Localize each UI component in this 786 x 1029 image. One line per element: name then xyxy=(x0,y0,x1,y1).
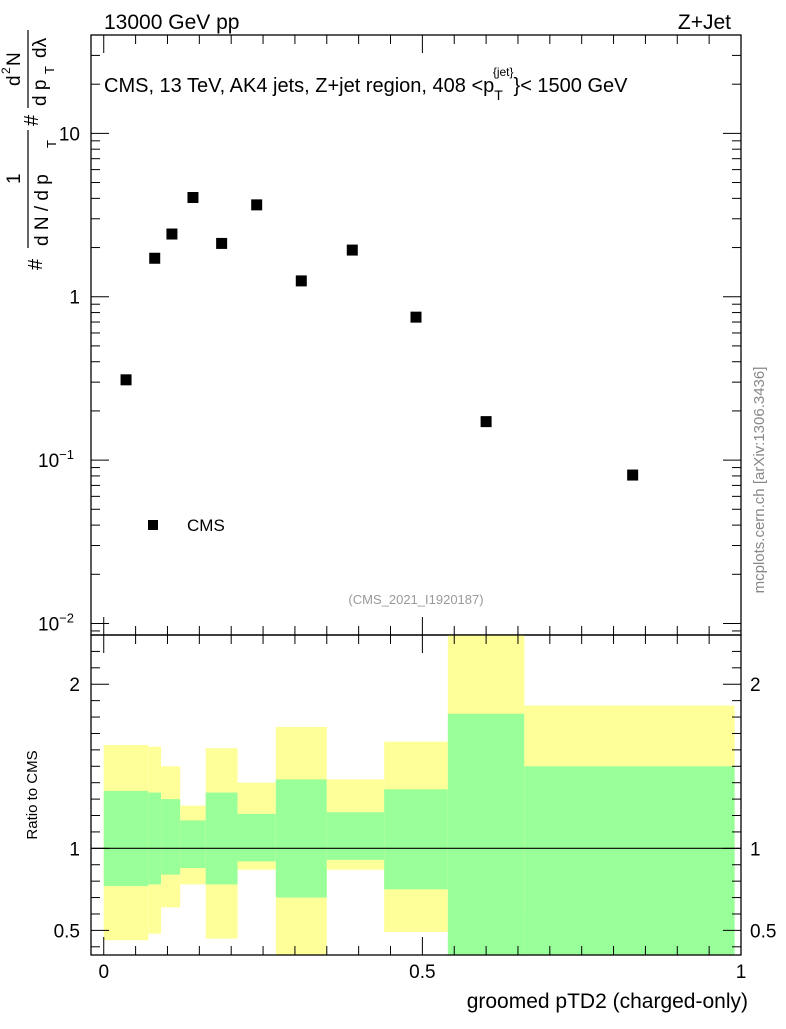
header-process-label: Z+Jet xyxy=(678,11,731,34)
ratio-y-tick-label-right: 1 xyxy=(750,839,761,860)
x-tick-label: 0 xyxy=(98,962,109,983)
ratio-axis-ticks: 0.5 0.51 12 20 0.5 1 xyxy=(54,635,776,983)
ratio-inner-band xyxy=(103,790,149,887)
svg-text:#: # xyxy=(21,114,43,126)
ratio-inner-band xyxy=(148,792,162,885)
svg-text:1: 1 xyxy=(4,173,25,184)
ratio-y-tick-label: 0.5 xyxy=(54,921,80,942)
ratio-bands xyxy=(103,635,735,955)
ratio-plot-frame xyxy=(90,634,742,956)
svg-text:dλ: dλ xyxy=(30,37,51,58)
main-plot-title: CMS, 13 TeV, AK4 jets, Z+jet region, 408… xyxy=(104,65,628,103)
ratio-y-axis-title: Ratio to CMS xyxy=(24,750,41,839)
ratio-inner-band xyxy=(205,792,238,885)
data-point xyxy=(627,469,639,481)
data-point xyxy=(295,275,307,287)
legend-marker xyxy=(148,520,158,530)
header-energy-label: 13000 GeV pp xyxy=(104,11,239,34)
ratio-inner-band xyxy=(161,799,181,875)
svg-text:#: # xyxy=(25,258,47,270)
data-point xyxy=(120,374,132,386)
x-axis-title: groomed pTD2 (charged-only) xyxy=(467,990,748,1013)
ratio-y-tick-label: 1 xyxy=(69,839,80,860)
data-point xyxy=(216,237,228,249)
svg-text:N: N xyxy=(4,52,25,66)
main-axis-ticks: 10−2 10−1 1 10 xyxy=(38,34,742,635)
ratio-inner-band xyxy=(326,812,385,860)
svg-text:2: 2 xyxy=(0,67,13,74)
main-y-axis-title: # d N / d p T 1 # d p T dλ d 2 N xyxy=(0,30,59,270)
data-point xyxy=(149,252,161,264)
main-y-tick-label: 1 xyxy=(69,288,80,309)
main-y-tick-label: 10−2 xyxy=(38,610,74,635)
data-point xyxy=(166,228,178,240)
main-panel: 10−2 10−1 1 10 CMS, 13 TeV, AK4 jets, Z+jet… xyxy=(0,30,742,636)
y-title-denominator: d N / d p xyxy=(32,174,53,246)
ratio-y-tick-label-right: 0.5 xyxy=(750,921,776,942)
analysis-id: (CMS_2021_I1920187) xyxy=(348,592,483,607)
ratio-inner-band xyxy=(180,820,206,869)
svg-text:T: T xyxy=(42,66,57,74)
main-y-tick-label: 10−1 xyxy=(38,447,74,472)
svg-text:T: T xyxy=(44,140,59,148)
svg-text:d: d xyxy=(4,75,25,86)
ratio-inner-band xyxy=(237,813,276,862)
ratio-panel: 0.5 0.51 12 20 0.5 1 Ratio to CMS groomed pTD… xyxy=(24,634,776,1013)
ratio-inner-band xyxy=(447,713,525,955)
x-tick-label: 1 xyxy=(736,962,747,983)
ratio-inner-band xyxy=(275,779,327,898)
ratio-inner-band xyxy=(524,766,735,955)
ratio-y-tick-label: 2 xyxy=(69,675,80,696)
main-plot-frame xyxy=(90,34,742,636)
data-point xyxy=(410,311,422,323)
data-points xyxy=(120,191,639,481)
legend-label: CMS xyxy=(187,516,225,535)
ratio-y-tick-label-right: 2 xyxy=(750,675,761,696)
x-tick-label: 0.5 xyxy=(409,962,435,983)
svg-text:d p: d p xyxy=(30,80,51,106)
main-y-tick-label: 10 xyxy=(59,124,80,145)
data-point xyxy=(480,416,492,428)
ratio-inner-band xyxy=(384,789,448,890)
data-point xyxy=(187,191,199,203)
data-point xyxy=(251,199,263,211)
side-credit-label: mcplots.cern.ch [arXiv:1306.3436] xyxy=(751,367,768,594)
data-point xyxy=(346,244,358,256)
